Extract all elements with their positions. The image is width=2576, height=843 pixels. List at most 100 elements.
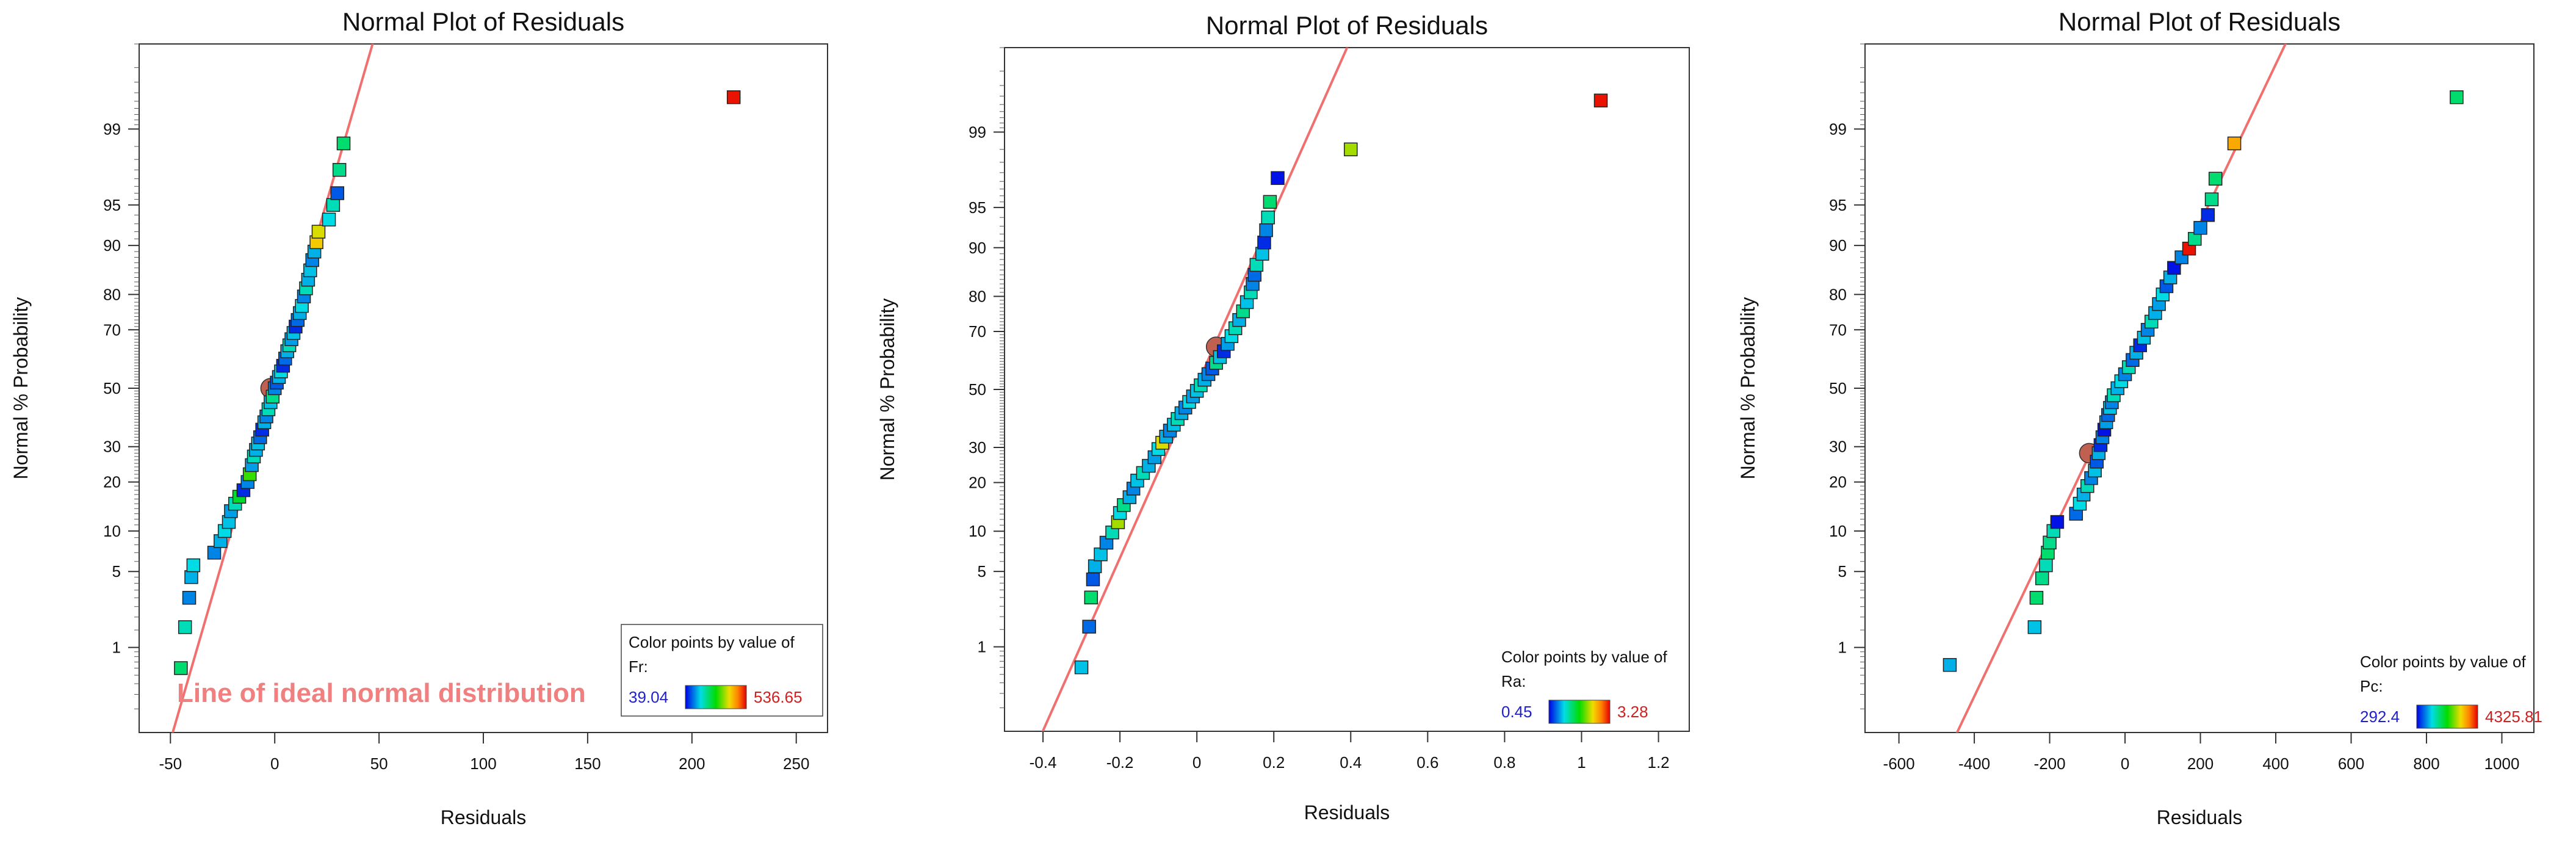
data-point	[332, 163, 347, 177]
data-point	[1943, 658, 1957, 672]
y-tick-label: 70	[1829, 320, 1847, 339]
x-axis: -50 0 50 100 150 200 250	[159, 733, 809, 773]
x-tick-label: 0.8	[1493, 753, 1515, 772]
data-point	[1074, 660, 1089, 675]
y-tick-label: 95	[1829, 196, 1847, 214]
y-tick-label: 50	[1829, 379, 1847, 397]
colorbar-variable: Ra:	[1501, 672, 1526, 690]
y-tick-label: 5	[978, 562, 986, 581]
chart-panel-1: Normal Plot of Residuals 1 5 10 20 30 50 70 80 90…	[10, 7, 828, 828]
y-tick-label: 80	[103, 285, 121, 303]
colorbar-variable: Fr:	[629, 657, 648, 676]
colorbar-legend: Color points by value of Fr: 39.04 536.65	[621, 624, 823, 717]
data-point	[184, 570, 198, 584]
colorbar-min-label: 292.4	[2360, 707, 2400, 726]
y-tick-label: 70	[103, 320, 121, 339]
y-tick-label: 10	[103, 522, 121, 540]
data-point	[1257, 235, 1271, 250]
y-axis-label: Normal % Probability	[876, 298, 898, 481]
chart-panel-2: Normal Plot of Residuals1510203050708090…	[876, 11, 1690, 823]
x-tick-label: -0.4	[1030, 753, 1057, 772]
colorbar-max-label: 536.65	[754, 688, 803, 706]
x-tick-label: 0.6	[1416, 753, 1438, 772]
x-tick-label: 1.2	[1647, 753, 1669, 772]
x-axis: -0.4 -0.2 0 0.2 0.4 0.6 0.8 1 1.2	[1030, 731, 1670, 772]
y-tick-label: 30	[969, 438, 986, 457]
data-point	[1088, 559, 1102, 573]
y-tick-label: 10	[1829, 522, 1847, 540]
data-point	[326, 198, 341, 212]
x-tick-label: 150	[574, 754, 601, 773]
x-tick-label: 1000	[2484, 754, 2520, 773]
data-points	[1943, 90, 2464, 672]
data-point	[2227, 136, 2242, 151]
x-tick-label: 0.4	[1340, 753, 1362, 772]
x-tick-label: -600	[1883, 754, 1915, 773]
y-axis-label: Normal % Probability	[10, 297, 32, 480]
data-point	[2035, 571, 2049, 585]
y-tick-label: 1	[1838, 639, 1847, 657]
x-tick-label: 0	[2121, 754, 2129, 773]
y-tick-label: 20	[103, 473, 121, 491]
colorbar-legend: Color points by value of Ra: 0.45 3.28	[1501, 648, 1667, 724]
chart-title: Normal Plot of Residuals	[1206, 11, 1488, 40]
x-tick-label: -50	[159, 754, 182, 773]
plot-frame	[1864, 43, 2535, 733]
x-axis-label: Residuals	[1304, 801, 1390, 823]
colorbar-max-label: 4325.81	[2485, 707, 2542, 726]
colorbar-min-label: 39.04	[629, 688, 668, 706]
y-tick-label: 99	[103, 120, 121, 138]
x-tick-label: -400	[1958, 754, 1990, 773]
data-point	[1344, 142, 1358, 156]
data-point	[1261, 210, 1275, 225]
chart-title: Normal Plot of Residuals	[342, 7, 624, 36]
x-tick-label: 200	[2187, 754, 2213, 773]
data-point	[182, 591, 197, 605]
y-tick-label: 90	[969, 239, 986, 257]
reference-line-label: Line of ideal normal distribution	[177, 678, 586, 708]
data-point	[174, 661, 188, 675]
data-point	[2029, 591, 2044, 605]
y-axis-label: Normal % Probability	[1737, 297, 1759, 480]
y-axis: 1 5 10 20 30 50 70 80 90 95 99	[1829, 43, 1865, 709]
y-tick-label: 5	[112, 562, 121, 581]
x-tick-label: 600	[2338, 754, 2364, 773]
colorbar-variable: Pc:	[2360, 677, 2383, 695]
y-tick-label: 99	[969, 123, 986, 141]
x-axis-label: Residuals	[2157, 806, 2243, 828]
data-point	[1259, 223, 1273, 237]
data-point	[2201, 208, 2215, 222]
data-point	[330, 186, 344, 200]
x-tick-label: -200	[2034, 754, 2066, 773]
colorbar-min-label: 0.45	[1501, 703, 1532, 721]
y-tick-label: 30	[103, 438, 121, 456]
data-point	[1263, 195, 1277, 209]
y-tick-label: 20	[1829, 473, 1847, 491]
x-tick-label: -0.2	[1106, 753, 1134, 772]
data-point	[311, 225, 326, 239]
data-point	[2208, 172, 2223, 186]
x-tick-label: 400	[2262, 754, 2289, 773]
data-point	[1086, 572, 1100, 587]
colorbar-gradient-bar	[685, 685, 747, 709]
data-point	[2450, 90, 2464, 104]
data-point	[336, 136, 351, 151]
y-tick-label: 5	[1838, 562, 1847, 581]
data-point	[1271, 171, 1285, 185]
colorbar-gradient-bar	[1548, 700, 1611, 724]
data-point	[322, 212, 336, 226]
data-point	[1082, 620, 1096, 634]
colorbar-title: Color points by value of	[1501, 648, 1667, 666]
chart-title: Normal Plot of Residuals	[2058, 7, 2340, 36]
data-point	[726, 90, 741, 104]
plot-frame	[1004, 47, 1690, 732]
colorbar-title: Color points by value of	[2360, 653, 2526, 671]
data-points	[174, 90, 741, 675]
y-tick-label: 90	[1829, 236, 1847, 255]
y-tick-label: 10	[969, 522, 986, 540]
y-tick-label: 80	[969, 287, 986, 305]
y-tick-label: 95	[103, 196, 121, 214]
plot-frame	[139, 43, 828, 733]
x-axis: -600 -400 -200 0 200 400 600 800 1000	[1883, 733, 2520, 773]
x-tick-label: 0.2	[1263, 753, 1285, 772]
